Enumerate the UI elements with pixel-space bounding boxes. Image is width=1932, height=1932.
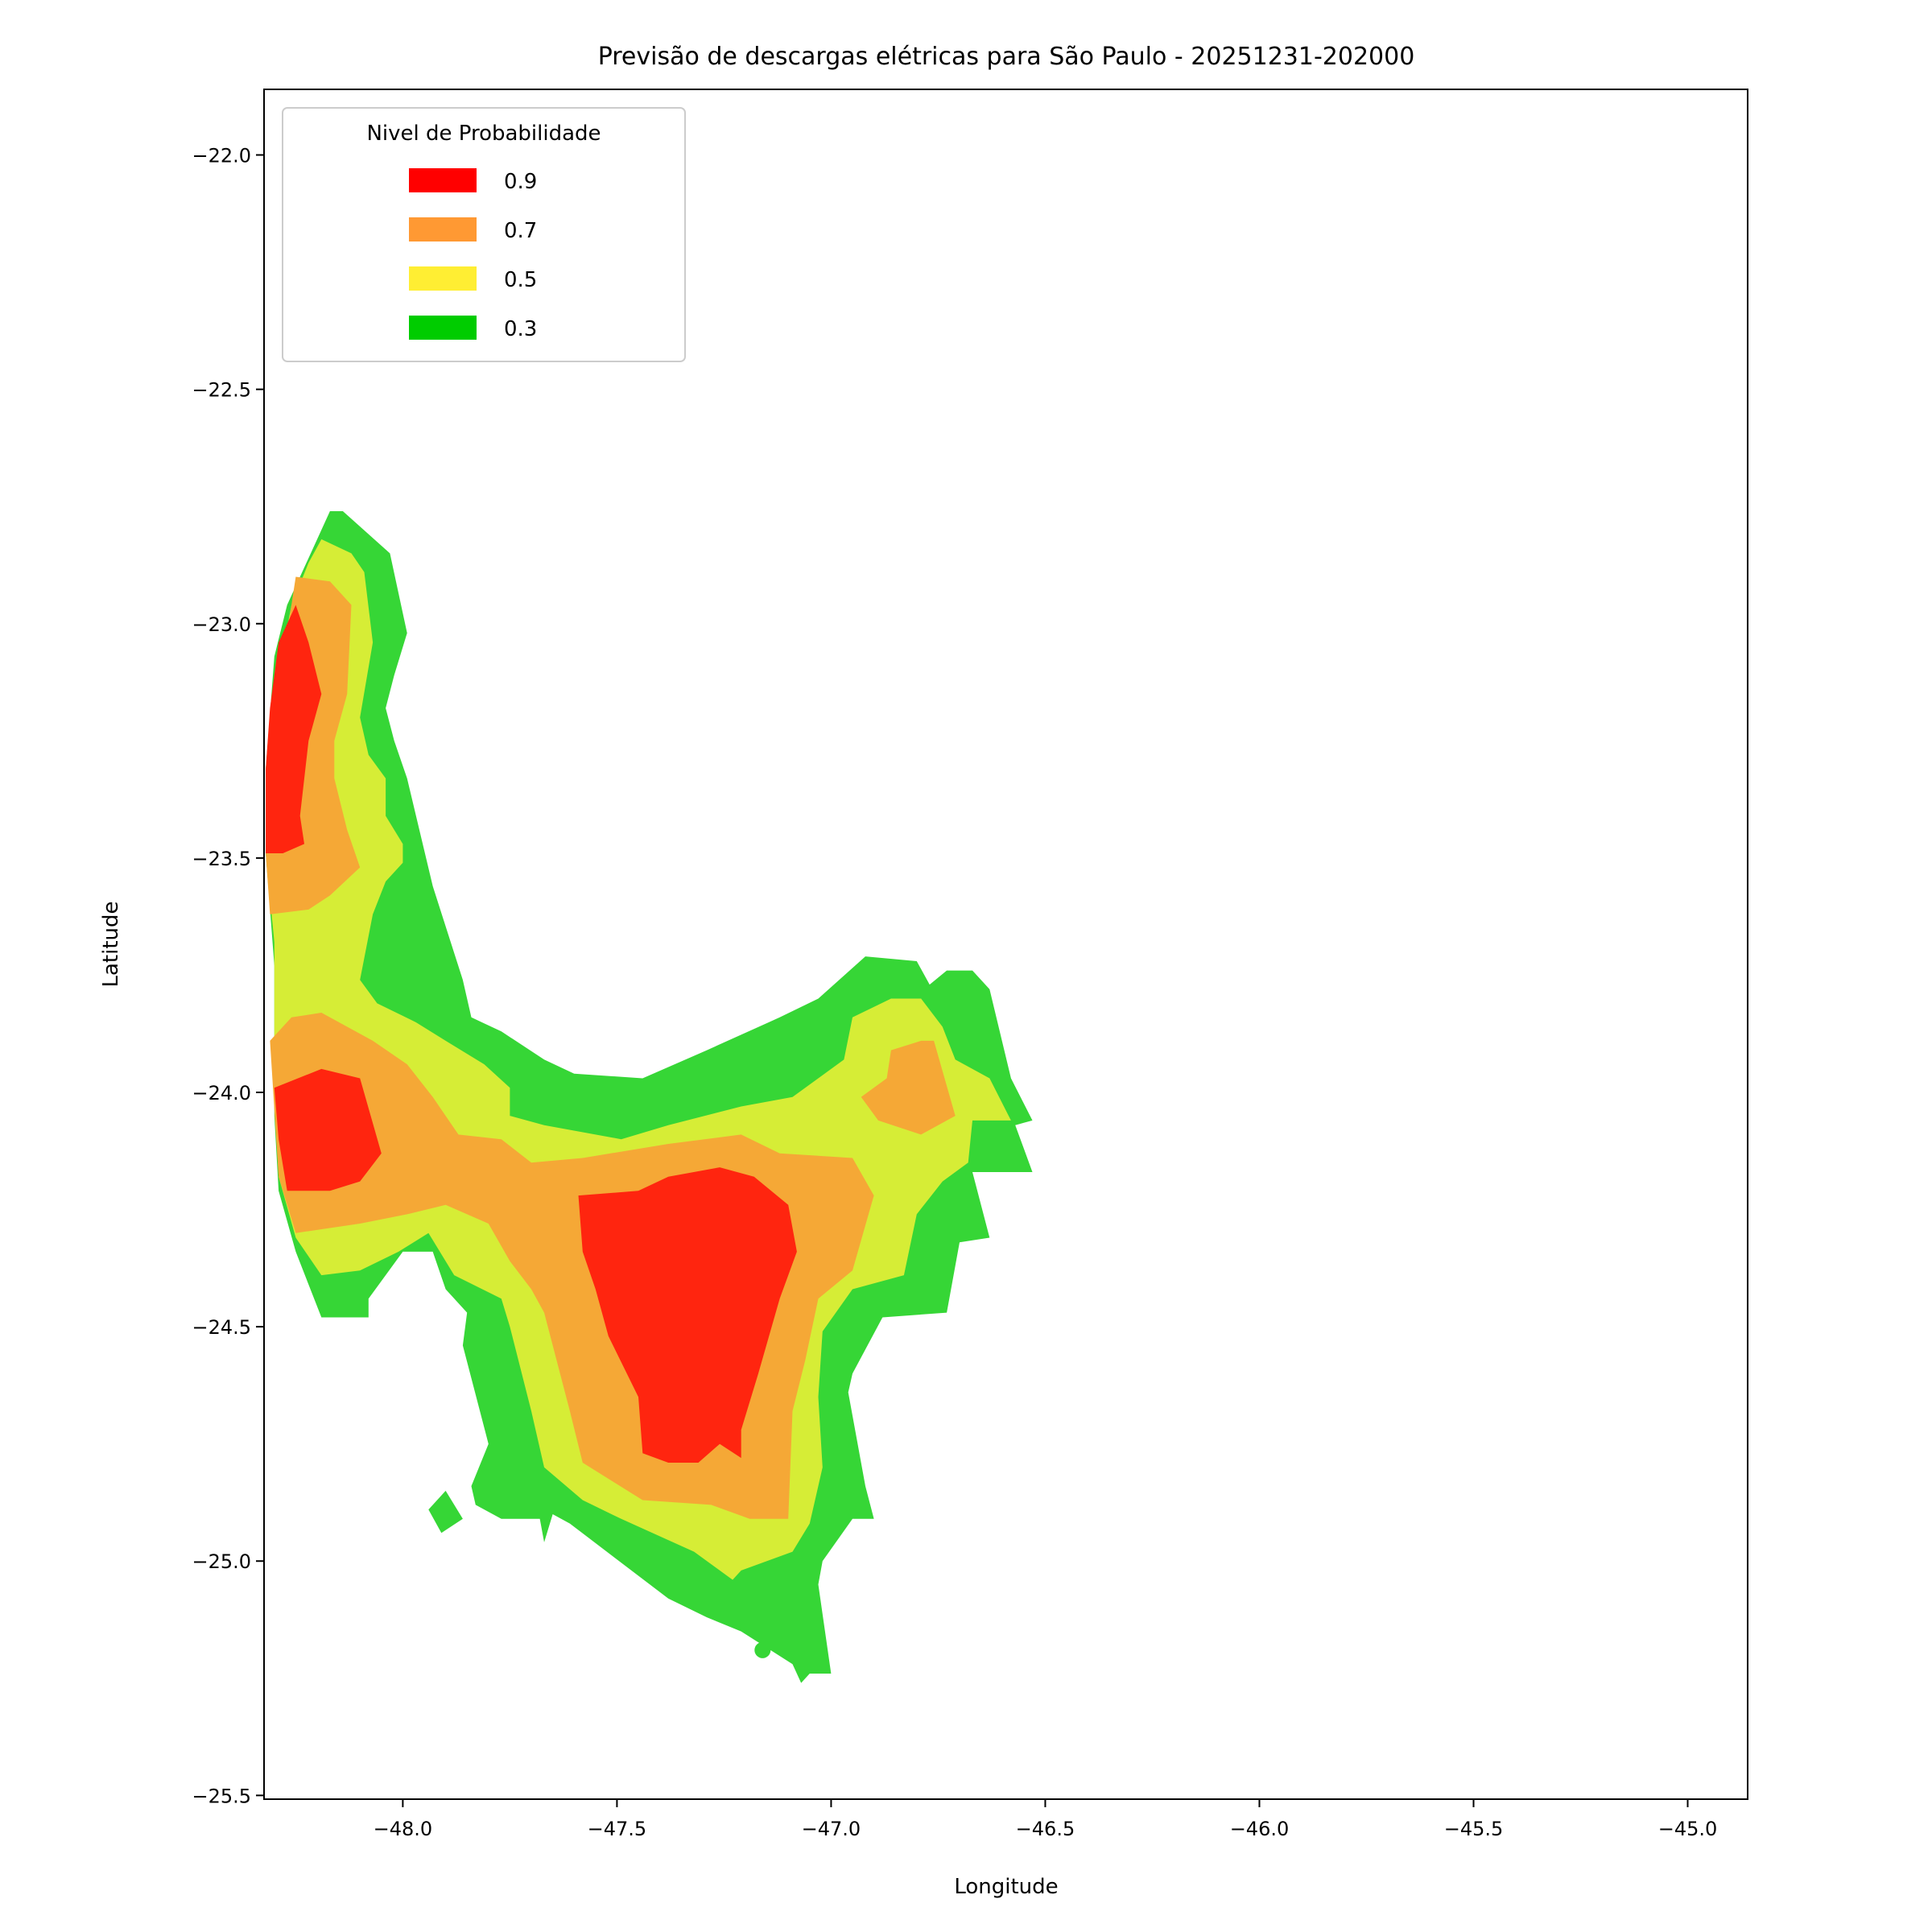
x-axis-label: Longitude	[954, 1875, 1058, 1899]
legend-box	[282, 107, 686, 362]
x-tick-label: −47.5	[588, 1818, 647, 1840]
legend-swatch-0-3	[409, 316, 477, 340]
y-tick-label: −22.5	[192, 379, 251, 402]
legend-title: Nivel de Probabilidade	[366, 122, 601, 146]
x-tick-label: −46.0	[1230, 1818, 1290, 1840]
legend-swatch-0-9	[409, 168, 477, 192]
contour-level-0-3-region-0	[266, 511, 1033, 1683]
y-tick-label: −22.0	[192, 145, 251, 167]
contour-level-0-3-spot-0	[754, 1641, 771, 1658]
x-tick-label: −47.0	[802, 1818, 861, 1840]
legend-label: 0.5	[504, 268, 537, 292]
y-tick-label: −25.5	[192, 1785, 251, 1807]
contour-level-0-9-region-0	[266, 605, 322, 853]
chart-title: Previsão de descargas elétricas para São…	[598, 43, 1415, 71]
contour-level-0-7-region-2	[861, 1040, 956, 1135]
contour-level-0-5-region-0	[266, 539, 1011, 1580]
x-axis: −48.0 −47.5 −47.0 −46.5 −46.0 −45.5 −45.0	[374, 1799, 1718, 1840]
contour-level-0-9-region-1	[274, 1068, 382, 1191]
legend-swatch-0-7	[409, 217, 477, 242]
y-tick-label: −24.5	[192, 1316, 251, 1339]
legend-swatch-0-5	[409, 266, 477, 291]
contour-level-0-9-region-2	[578, 1167, 797, 1463]
legend-label: 0.7	[504, 219, 537, 243]
y-tick-label: −24.0	[192, 1082, 251, 1104]
y-axis-label: Latitude	[99, 901, 123, 987]
plot-area	[266, 511, 1033, 1683]
axes-frame	[263, 89, 1748, 1800]
y-tick-label: −23.5	[192, 848, 251, 870]
x-tick-label: −45.0	[1658, 1818, 1718, 1840]
contour-level-0-3-region-1	[428, 1490, 463, 1534]
legend-label: 0.3	[504, 317, 537, 341]
y-axis: −22.0 −22.5 −23.0 −23.5 −24.0 −24.5 −25.0 −25.5	[192, 145, 264, 1807]
x-tick-label: −48.0	[374, 1818, 433, 1840]
y-tick-label: −23.0	[192, 613, 251, 636]
x-tick-label: −46.5	[1016, 1818, 1075, 1840]
y-tick-label: −25.0	[192, 1550, 251, 1573]
legend: Nivel de Probabilidade 0.9 0.7 0.5 0.3	[282, 107, 686, 362]
legend-label: 0.9	[504, 170, 537, 194]
x-tick-label: −45.5	[1444, 1818, 1504, 1840]
